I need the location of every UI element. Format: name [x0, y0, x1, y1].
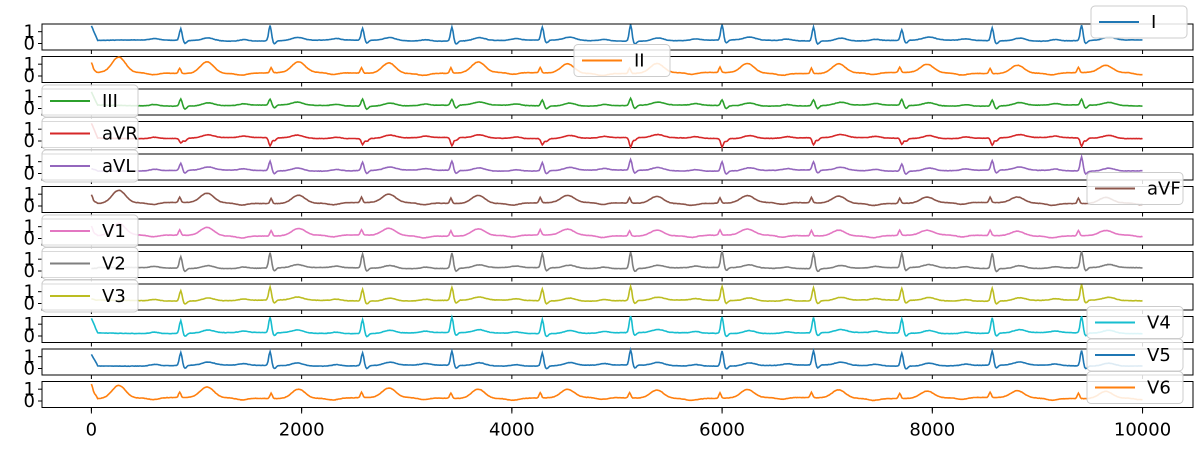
- legend-label: aVF: [1147, 179, 1181, 200]
- y-tick-label: 1: [24, 152, 35, 173]
- series-line-v6: [90, 383, 1143, 402]
- x-tick-label: 10000: [1114, 420, 1171, 441]
- panel-ii: 01 II: [24, 44, 1194, 87]
- y-tick-label: 0: [24, 164, 35, 185]
- legend-label: V6: [1147, 378, 1171, 399]
- legend-label: III: [102, 91, 118, 112]
- legend-v2: V2: [41, 247, 139, 280]
- panel-avl: 01 aVL: [24, 149, 1194, 185]
- series-line-v1: [90, 222, 1143, 239]
- panel-v1: 01 V1: [24, 214, 1194, 250]
- y-tick-label: 0: [24, 229, 35, 250]
- panel-iii: 01 III: [24, 84, 1194, 120]
- panel-frame: [41, 348, 1194, 376]
- x-tick-label: 4000: [489, 420, 535, 441]
- legend-label: aVR: [102, 124, 138, 145]
- panel-frame: [41, 251, 1194, 278]
- y-tick-label: 1: [24, 282, 35, 303]
- legend-avl: aVL: [41, 149, 139, 183]
- series-line-v2: [91, 250, 1143, 273]
- legend-label: V3: [102, 286, 126, 307]
- y-tick-label: 0: [24, 391, 35, 412]
- legend-label: I: [1151, 12, 1156, 33]
- legend-label: V1: [102, 221, 126, 242]
- y-tick-label: 1: [24, 87, 35, 108]
- series-line-avl: [91, 153, 1143, 176]
- y-tick-label: 0: [24, 294, 35, 315]
- y-tick-label: 0: [24, 131, 35, 152]
- panel-avf: 01 aVF: [24, 172, 1194, 217]
- series-line-iii: [90, 91, 1143, 111]
- legend-label: V2: [102, 254, 126, 275]
- legend-v3: V3: [41, 279, 139, 313]
- y-tick-label: 1: [24, 217, 35, 238]
- panel-frame: [41, 186, 1194, 213]
- legend-label: aVL: [102, 156, 135, 177]
- series-line-v4: [90, 314, 1143, 338]
- y-tick-label: 0: [24, 326, 35, 347]
- y-tick-label: 1: [24, 184, 35, 205]
- panel-v4: 01 V4: [24, 306, 1194, 347]
- y-tick-label: 1: [24, 54, 35, 75]
- y-tick-label: 1: [24, 379, 35, 400]
- legend-label: V5: [1147, 345, 1171, 366]
- y-tick-label: 0: [24, 196, 35, 217]
- legend-label: II: [634, 51, 645, 72]
- panel-frame: [41, 316, 1194, 343]
- y-tick-label: 0: [24, 261, 35, 282]
- y-tick-label: 1: [24, 119, 35, 140]
- series-line-i: [90, 23, 1143, 46]
- x-tick-label: 6000: [699, 420, 745, 441]
- x-tick-label: 0: [86, 420, 97, 441]
- legend-v6: V6: [1086, 371, 1184, 404]
- x-tick-label: 8000: [909, 420, 955, 441]
- y-tick-label: 0: [24, 359, 35, 380]
- y-tick-label: 0: [24, 99, 35, 120]
- y-tick-label: 0: [24, 34, 35, 55]
- series-line-avf: [90, 189, 1143, 207]
- panel-avr: 01 aVR: [24, 117, 1194, 152]
- legend-v4: V4: [1086, 306, 1184, 339]
- legend-label: V4: [1147, 313, 1171, 334]
- y-tick-label: 1: [24, 249, 35, 270]
- legend-ii: II: [573, 44, 671, 77]
- series-line-v5: [90, 346, 1143, 370]
- x-tick-label: 2000: [279, 420, 325, 441]
- legend-v1: V1: [41, 214, 139, 248]
- series-line-v3: [91, 283, 1143, 305]
- legend-v5: V5: [1086, 338, 1184, 372]
- y-tick-label: 1: [24, 22, 35, 43]
- series-line-avr: [90, 122, 1143, 150]
- legend-avr: aVR: [41, 117, 139, 150]
- panel-v2: 01 V2: [24, 247, 1194, 282]
- legend-avf: aVF: [1086, 172, 1184, 205]
- panel-v6: 01 V6: [24, 371, 1194, 412]
- panel-frame: [41, 381, 1194, 408]
- y-tick-label: 1: [24, 314, 35, 335]
- panel-v3: 01 V3: [24, 279, 1194, 315]
- panel-v5: 01 V5: [24, 338, 1194, 380]
- legend-i: I: [1090, 5, 1188, 39]
- y-tick-label: 1: [24, 347, 35, 368]
- legend-iii: III: [41, 84, 139, 118]
- y-tick-label: 0: [24, 66, 35, 87]
